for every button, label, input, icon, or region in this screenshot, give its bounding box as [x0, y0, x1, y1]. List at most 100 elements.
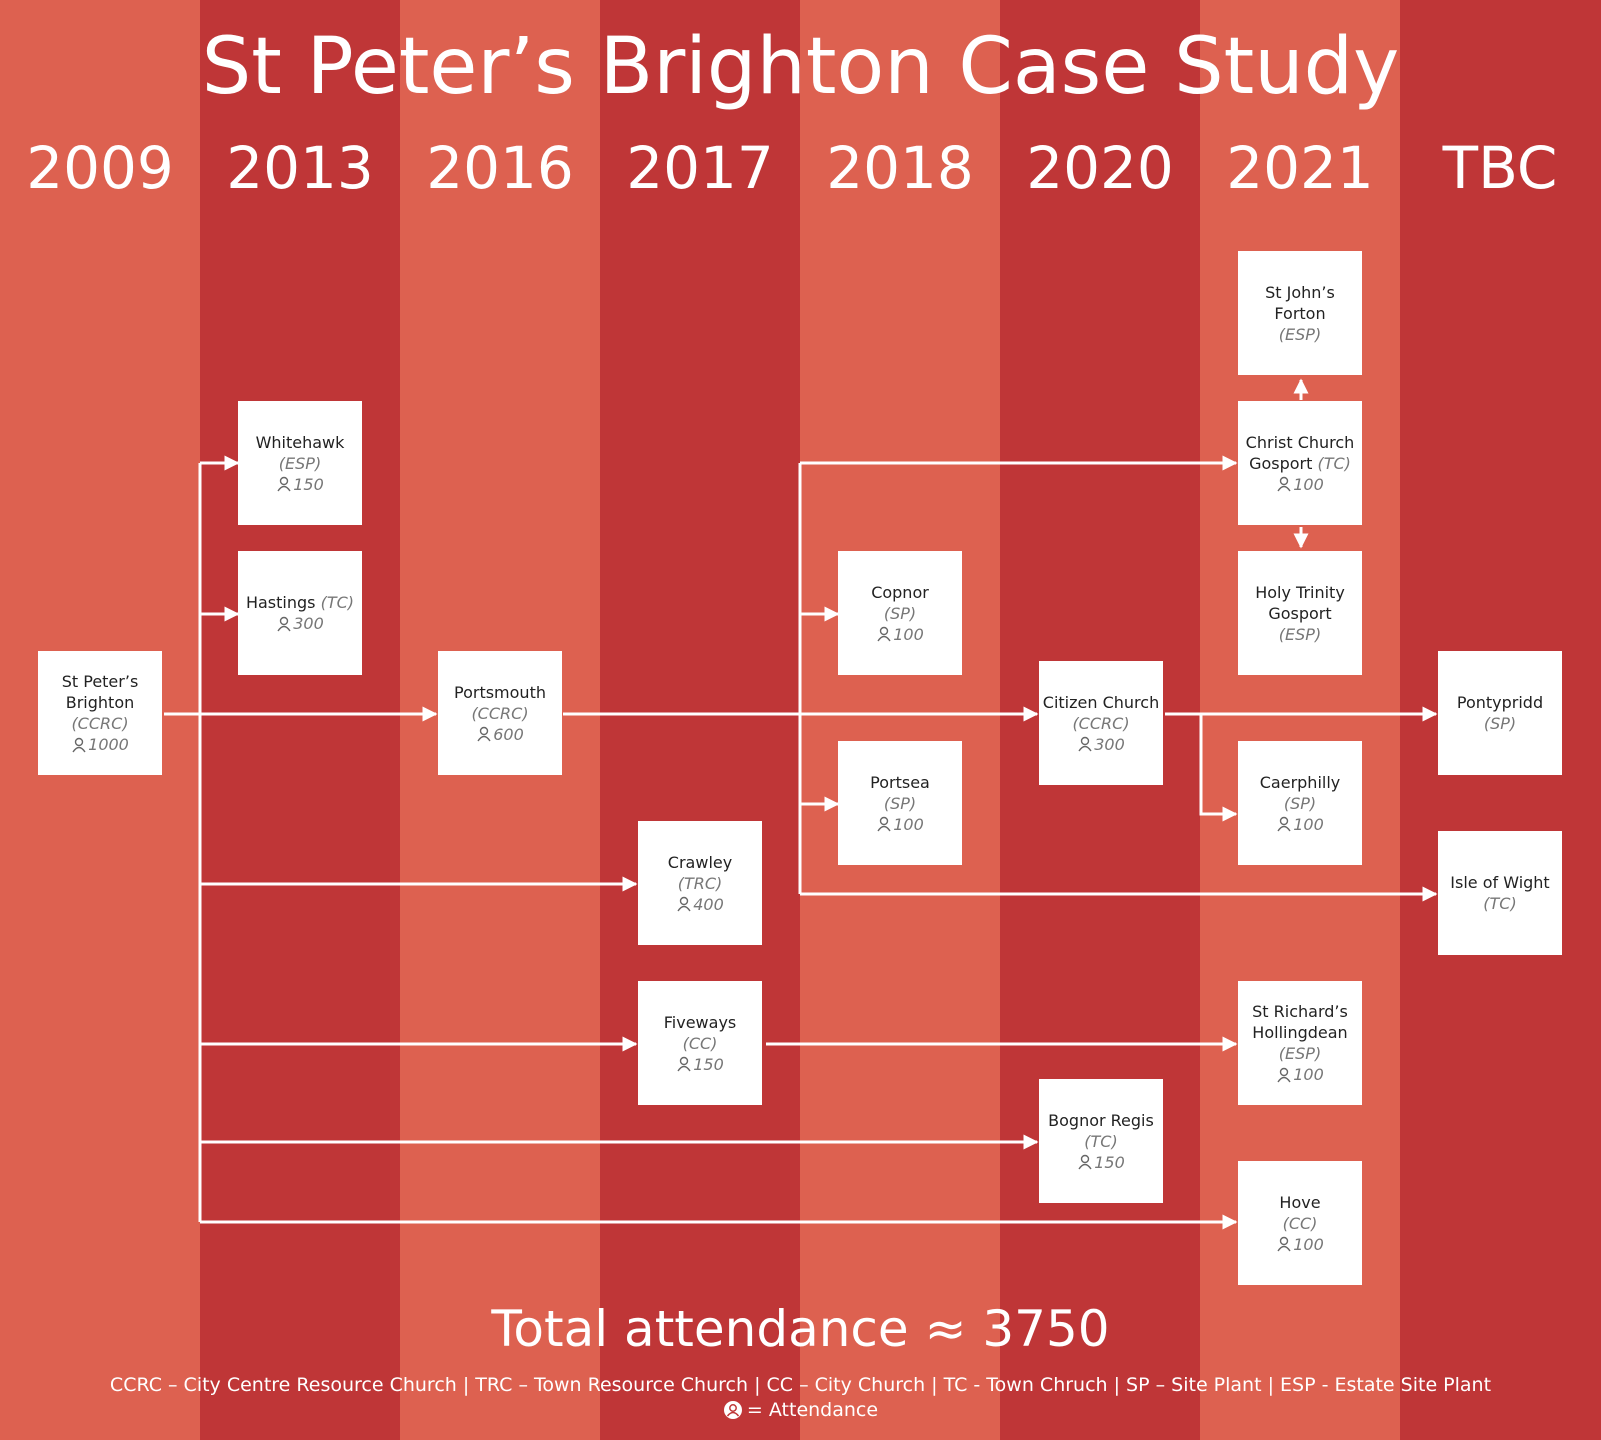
person-icon — [877, 816, 891, 832]
attendance-value: 100 — [1293, 1065, 1324, 1084]
node-attendance: 150 — [1077, 1152, 1125, 1173]
node-citizen-church: Citizen Church (CCRC) 300 — [1039, 661, 1163, 785]
person-icon — [1078, 1154, 1092, 1170]
node-type: (CCRC) — [1072, 713, 1130, 733]
node-st-peters-brighton: St Peter’s Brighton (CCRC) 1000 — [38, 651, 162, 775]
attendance-value: 150 — [293, 474, 324, 494]
node-type: (CCRC) — [471, 703, 529, 723]
node-pontypridd: Pontypridd (SP) — [1438, 651, 1562, 775]
node-portsea: Portsea (SP) 100 — [838, 741, 962, 865]
node-name: Hastings — [245, 593, 316, 612]
attendance-value: 300 — [1094, 734, 1125, 754]
connector-portsmouth-trunk — [563, 463, 802, 894]
node-name: St Peter’s Brighton — [61, 672, 139, 712]
node-type: (TC) — [1483, 894, 1517, 913]
node-name: St John’s Forton — [1265, 282, 1335, 323]
person-icon — [72, 737, 86, 752]
attendance-value: 300 — [293, 614, 324, 633]
attendance-value: 600 — [493, 724, 524, 744]
year-label-2020: 2020 — [1026, 134, 1174, 202]
node-type: (SP) — [883, 793, 917, 813]
node-attendance: 150 — [676, 1054, 724, 1075]
node-type: (SP) — [1483, 714, 1517, 733]
year-label-2017: 2017 — [626, 134, 774, 202]
node-name: Isle of Wight — [1450, 873, 1550, 892]
node-name: Bognor Regis — [1048, 1110, 1154, 1130]
total-attendance: Total attendance ≈ 3750 — [491, 1300, 1110, 1358]
person-icon — [277, 616, 291, 631]
year-label-2021: 2021 — [1226, 134, 1374, 202]
node-type: (CCRC) — [71, 714, 129, 733]
node-type: (SP) — [1283, 793, 1317, 813]
node-type: (SP) — [883, 603, 917, 623]
node-caerphilly: Caerphilly (SP) 100 — [1238, 741, 1362, 865]
person-icon — [277, 476, 291, 492]
node-name: Hove — [1279, 1192, 1321, 1212]
node-type: (TC) — [320, 593, 355, 612]
node-attendance: 100 — [1276, 1064, 1324, 1085]
column-2013 — [200, 0, 400, 1440]
node-copnor: Copnor (SP) 100 — [838, 551, 962, 675]
node-name: Citizen Church — [1042, 692, 1160, 712]
person-icon — [1277, 476, 1291, 492]
year-label-2013: 2013 — [226, 134, 374, 202]
attendance-value: 100 — [893, 814, 924, 834]
node-name: Holy Trinity Gosport — [1255, 582, 1345, 623]
node-name-line: Christ Church Gosport (TC) — [1238, 432, 1362, 474]
node-holy-trinity-gosport: Holy Trinity Gosport (ESP) — [1238, 551, 1362, 675]
node-name: Crawley — [667, 852, 733, 872]
node-whitehawk: Whitehawk (ESP) 150 — [238, 401, 362, 525]
person-icon — [1277, 1236, 1291, 1252]
attendance-value: 150 — [1094, 1152, 1125, 1172]
node-type: (TC) — [1084, 1131, 1118, 1151]
node-name: Christ Church Gosport — [1245, 432, 1355, 473]
node-st-johns-forton: St John’s Forton (ESP) — [1238, 251, 1362, 375]
node-type: (CC) — [682, 1033, 718, 1053]
node-type: (TC) — [1317, 453, 1351, 473]
arrow-to-caerphilly — [1199, 714, 1238, 822]
node-type: (ESP) — [278, 453, 322, 473]
node-hove: Hove (CC) 100 — [1238, 1161, 1362, 1285]
node-name: Caerphilly — [1259, 772, 1341, 792]
legend-abbreviations: CCRC – City Centre Resource Church | TRC… — [109, 1374, 1492, 1396]
column-2017 — [600, 0, 800, 1440]
attendance-value: 1000 — [88, 735, 129, 754]
attendance-value: 400 — [693, 894, 724, 914]
year-label-tbc: TBC — [1442, 134, 1558, 202]
node-type: (CC) — [1282, 1213, 1318, 1233]
year-label-2018: 2018 — [826, 134, 974, 202]
attendance-value: 150 — [693, 1054, 724, 1074]
node-type: (ESP) — [1278, 324, 1322, 344]
node-name: Portsmouth — [454, 682, 546, 702]
person-icon — [477, 726, 491, 742]
person-circle-icon — [723, 1401, 742, 1419]
node-attendance: 100 — [876, 814, 924, 835]
column-2018 — [800, 0, 1000, 1440]
node-name: St Richard’s Hollingdean — [1252, 1002, 1348, 1042]
node-name: Portsea — [870, 772, 930, 792]
attendance-value: 100 — [1293, 1234, 1324, 1254]
node-christ-church-gosport: Christ Church Gosport (TC) 100 — [1238, 401, 1362, 525]
attendance-value: 100 — [1293, 814, 1324, 834]
year-label-2016: 2016 — [426, 134, 574, 202]
connector-stpeters-trunk — [164, 463, 202, 1222]
node-attendance: 100 — [876, 624, 924, 645]
node-bognor-regis: Bognor Regis (TC) 150 — [1039, 1079, 1163, 1203]
node-name: Copnor — [871, 582, 929, 602]
node-attendance: 1000 — [71, 734, 129, 755]
person-icon — [1277, 816, 1291, 832]
node-type: (TRC) — [677, 873, 723, 893]
attendance-value: 100 — [893, 624, 924, 644]
node-attendance: 300 — [276, 613, 324, 634]
node-attendance: 400 — [676, 894, 724, 915]
person-icon — [1078, 736, 1092, 752]
year-label-2009: 2009 — [26, 134, 174, 202]
node-attendance: 300 — [1077, 734, 1125, 755]
node-isle-of-wight: Isle of Wight (TC) — [1438, 831, 1562, 955]
person-icon — [877, 626, 891, 642]
node-attendance: 100 — [1276, 474, 1324, 495]
node-name: Pontypridd — [1456, 693, 1544, 712]
node-attendance: 100 — [1276, 1234, 1324, 1255]
person-icon — [677, 1056, 691, 1072]
